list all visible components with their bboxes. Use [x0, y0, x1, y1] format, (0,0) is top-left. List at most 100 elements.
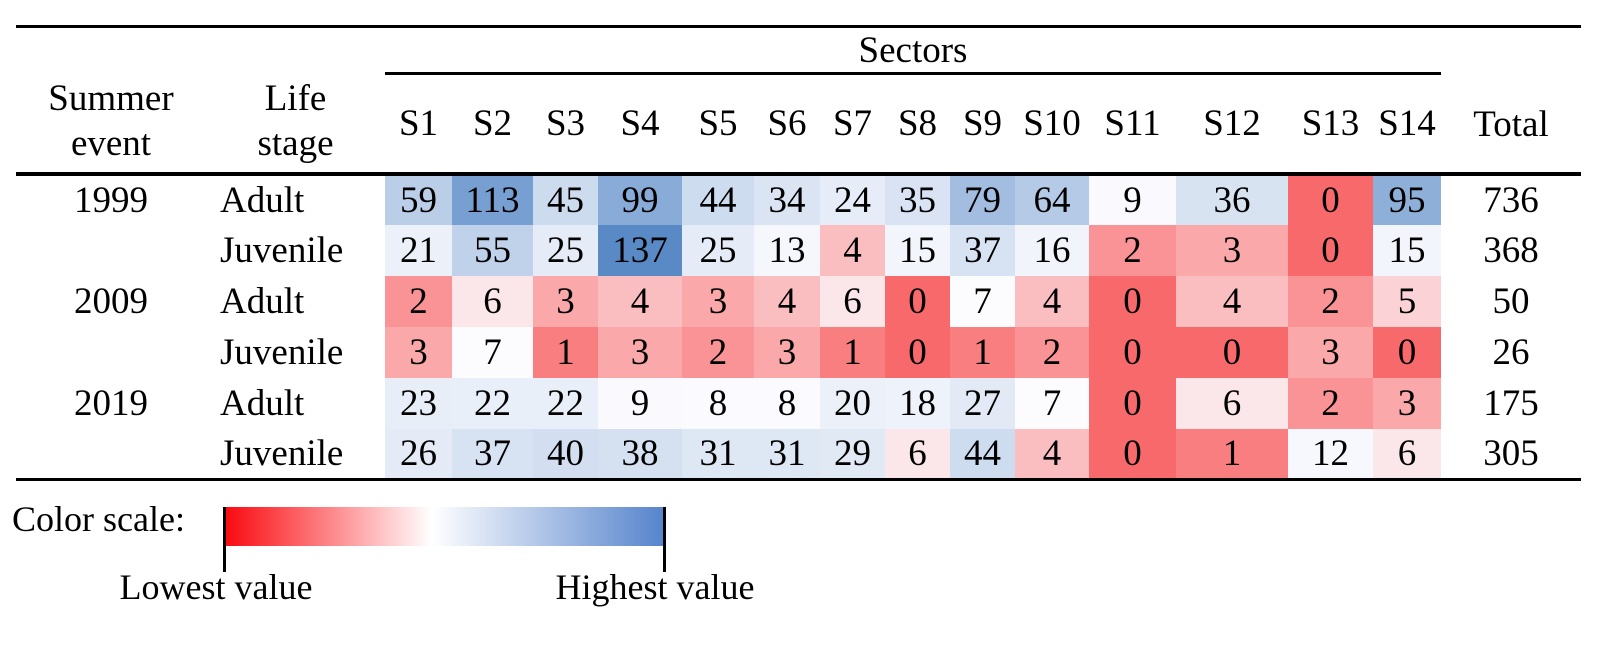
- summer-event-cell: 2019: [74, 382, 148, 424]
- heatmap-cell: 1: [820, 326, 885, 378]
- heatmap-cell: 1: [533, 326, 598, 378]
- highest-value-label: Highest value: [555, 567, 755, 607]
- heatmap-cell: 4: [598, 275, 682, 327]
- heatmap-cell: 22: [533, 377, 598, 429]
- heatmap-cell: 5: [1373, 275, 1441, 327]
- heatmap-cell: 3: [1288, 326, 1373, 378]
- heatmap-cell: 2: [385, 275, 452, 327]
- summer-event-cell: [16, 225, 206, 276]
- sector-column-header: S1: [385, 73, 452, 176]
- heatmap-cell: 25: [682, 224, 754, 276]
- heatmap-cell: 40: [533, 428, 598, 481]
- heatmap-cell: 9: [598, 377, 682, 429]
- life-stage-line1: Life: [264, 77, 327, 119]
- life-stage-header: Life stage: [206, 26, 385, 176]
- sector-column-header: S12: [1176, 73, 1288, 176]
- heatmap-cell: 3: [533, 275, 598, 327]
- summer-event-line2: event: [70, 122, 152, 164]
- heatmap-cell: 13: [754, 224, 820, 276]
- sector-column-header: S9: [950, 73, 1015, 176]
- heatmap-cell: 35: [885, 173, 950, 225]
- heatmap-cell: 2: [1089, 224, 1176, 276]
- heatmap-cell: 1: [1176, 428, 1288, 481]
- heatmap-cell: 4: [754, 275, 820, 327]
- sector-header-row: S1 S2 S3 S4 S5 S6 S7 S8 S9 S10 S11 S12 S13 S14: [16, 73, 1581, 176]
- sector-column-header: S14: [1373, 73, 1441, 176]
- heatmap-cell: 79: [950, 173, 1015, 225]
- heatmap-cell: 1: [950, 326, 1015, 378]
- heatmap-cell: 18: [885, 377, 950, 429]
- heatmap-cell: 64: [1015, 173, 1089, 225]
- heatmap-cell: 4: [820, 224, 885, 276]
- heatmap-cell: 31: [682, 428, 754, 481]
- heatmap-cell: 95: [1373, 173, 1441, 225]
- life-stage-cell: Adult: [220, 382, 305, 424]
- heatmap-cell: 3: [1176, 224, 1288, 276]
- sector-group-row: Summer event Life stage Sectors Total: [16, 26, 1581, 176]
- heatmap-cell: 45: [533, 173, 598, 225]
- heatmap-cell: 0: [1288, 224, 1373, 276]
- heatmap-cell: 6: [820, 275, 885, 327]
- sector-column-header: S7: [820, 73, 885, 176]
- heatmap-cell: 38: [598, 428, 682, 481]
- summer-event-cell: 2009: [74, 280, 148, 322]
- heatmap-body: 1999 Adult 59 113 45 99 44 34 24 35 79 64 9 36 0 95 736 J…: [16, 173, 1581, 481]
- color-scale-right-tick: [663, 507, 666, 572]
- heatmap-cell: 0: [1089, 377, 1176, 429]
- total-header: Total: [1441, 26, 1581, 176]
- sectors-group-header: Sectors: [385, 26, 1441, 75]
- summer-event-cell: 1999: [74, 179, 148, 221]
- total-cell: 26: [1441, 326, 1581, 378]
- heatmap-cell: 3: [385, 326, 452, 378]
- life-stage-cell: Juvenile: [220, 331, 344, 373]
- life-stage-cell: Juvenile: [220, 229, 344, 271]
- life-stage-cell: Adult: [220, 280, 305, 322]
- heatmap-cell: 25: [533, 224, 598, 276]
- total-cell: 305: [1441, 428, 1581, 481]
- heatmap-cell: 7: [950, 275, 1015, 327]
- sector-column-header: S8: [885, 73, 950, 176]
- heatmap-cell: 44: [682, 173, 754, 225]
- lowest-value-label: Lowest value: [119, 567, 313, 607]
- heatmap-cell: 37: [950, 224, 1015, 276]
- life-stage-line2: stage: [257, 122, 334, 164]
- summer-event-line1: Summer: [48, 77, 174, 119]
- heatmap-cell: 113: [452, 173, 533, 225]
- heatmap-cell: 0: [885, 326, 950, 378]
- heatmap-cell: 9: [1089, 173, 1176, 225]
- heatmap-cell: 3: [1373, 377, 1441, 429]
- sector-column-header: S13: [1288, 73, 1373, 176]
- heatmap-cell: 21: [385, 224, 452, 276]
- heatmap-cell: 0: [1373, 326, 1441, 378]
- life-stage-cell: Adult: [220, 179, 305, 221]
- heatmap-cell: 24: [820, 173, 885, 225]
- heatmap-cell: 3: [598, 326, 682, 378]
- heatmap-cell: 37: [452, 428, 533, 481]
- heatmap-cell: 29: [820, 428, 885, 481]
- heatmap-cell: 59: [385, 173, 452, 225]
- heatmap-cell: 4: [1015, 428, 1089, 481]
- heatmap-cell: 99: [598, 173, 682, 225]
- sector-column-header: S6: [754, 73, 820, 176]
- heatmap-cell: 23: [385, 377, 452, 429]
- summer-event-cell: [16, 428, 206, 481]
- heatmap-cell: 34: [754, 173, 820, 225]
- heatmap-cell: 15: [885, 224, 950, 276]
- sector-column-header: S4: [598, 73, 682, 176]
- heatmap-cell: 2: [1288, 275, 1373, 327]
- heatmap-cell: 6: [885, 428, 950, 481]
- table-row: Juvenile 26 37 40 38 31 31 29 6 44 4 0 1 12 6 305: [16, 428, 1581, 481]
- summer-event-header: Summer event: [16, 26, 206, 176]
- heatmap-cell: 6: [452, 275, 533, 327]
- heatmap-cell: 0: [885, 275, 950, 327]
- color-scale-gradient-bar: [225, 507, 665, 546]
- table-row: Juvenile 3 7 1 3 2 3 1 0 1 2 0 0 3 0 26: [16, 326, 1581, 378]
- heatmap-cell: 4: [1015, 275, 1089, 327]
- sector-column-header: S11: [1089, 73, 1176, 176]
- heatmap-cell: 8: [754, 377, 820, 429]
- heatmap-cell: 2: [682, 326, 754, 378]
- heatmap-cell: 12: [1288, 428, 1373, 481]
- heatmap-cell: 0: [1176, 326, 1288, 378]
- sector-column-header: S5: [682, 73, 754, 176]
